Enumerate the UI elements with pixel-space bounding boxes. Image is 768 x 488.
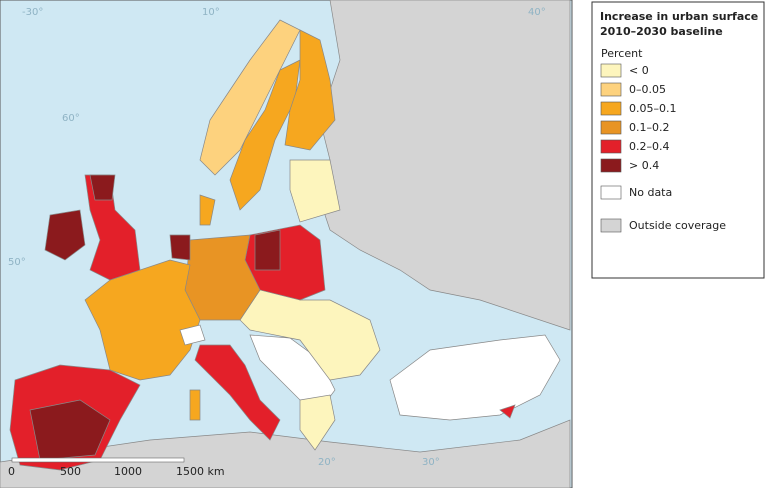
legend-title: 2010–2030 baseline xyxy=(600,25,723,38)
spain-core xyxy=(29,399,111,461)
scale-label: 1500 km xyxy=(176,465,225,478)
legend-label: No data xyxy=(629,186,672,199)
legend-label: 0.2–0.4 xyxy=(629,140,670,153)
graticule-labels: -30° 10° 60° 50° 20° 30° 40° xyxy=(8,7,546,468)
scale-bar-rule xyxy=(11,457,185,463)
scotland xyxy=(89,174,116,201)
map xyxy=(0,0,571,488)
legend-swatch xyxy=(600,218,622,233)
italy xyxy=(194,344,281,441)
graticule-label: 10° xyxy=(202,7,220,18)
scale-label: 500 xyxy=(60,465,81,478)
legend-swatch xyxy=(600,120,622,135)
graticule-label: -30° xyxy=(22,7,43,18)
graticule-label: 50° xyxy=(8,257,26,268)
legend-title: Increase in urban surface xyxy=(600,10,758,23)
sardinia xyxy=(189,389,201,421)
greece xyxy=(299,394,336,451)
legend-swatch xyxy=(600,101,622,116)
legend: Increase in urban surface 2010–2030 base… xyxy=(591,1,765,279)
graticule-label: 40° xyxy=(528,7,546,18)
poland-core xyxy=(254,229,281,271)
legend-subtitle: Percent xyxy=(601,47,643,60)
legend-label: 0.1–0.2 xyxy=(629,121,670,134)
turkey xyxy=(389,334,561,421)
legend-swatch xyxy=(600,63,622,78)
france xyxy=(84,259,201,381)
graticule-label: 60° xyxy=(62,113,80,124)
ireland xyxy=(44,209,86,261)
scale-label: 1000 xyxy=(114,465,142,478)
legend-label: > 0.4 xyxy=(629,159,659,172)
legend-label: Outside coverage xyxy=(629,219,726,232)
legend-swatch xyxy=(600,82,622,97)
baltics xyxy=(289,159,341,223)
norway xyxy=(199,19,301,176)
scale-bar: 0 500 1000 1500 km xyxy=(8,457,225,478)
cyprus xyxy=(499,404,516,419)
legend-label: < 0 xyxy=(629,64,649,77)
legend-swatch xyxy=(600,185,622,200)
sweden xyxy=(229,59,301,211)
netherlands xyxy=(169,234,191,261)
legend-swatch xyxy=(600,139,622,154)
finland xyxy=(284,29,336,151)
legend-label: 0.05–0.1 xyxy=(629,102,677,115)
graticule-label: 30° xyxy=(422,457,440,468)
graticule-label: 20° xyxy=(318,457,336,468)
legend-label: 0–0.05 xyxy=(629,83,666,96)
denmark xyxy=(199,194,216,226)
legend-swatch xyxy=(600,158,622,173)
switzerland xyxy=(179,324,206,346)
scale-label: 0 xyxy=(8,465,15,478)
